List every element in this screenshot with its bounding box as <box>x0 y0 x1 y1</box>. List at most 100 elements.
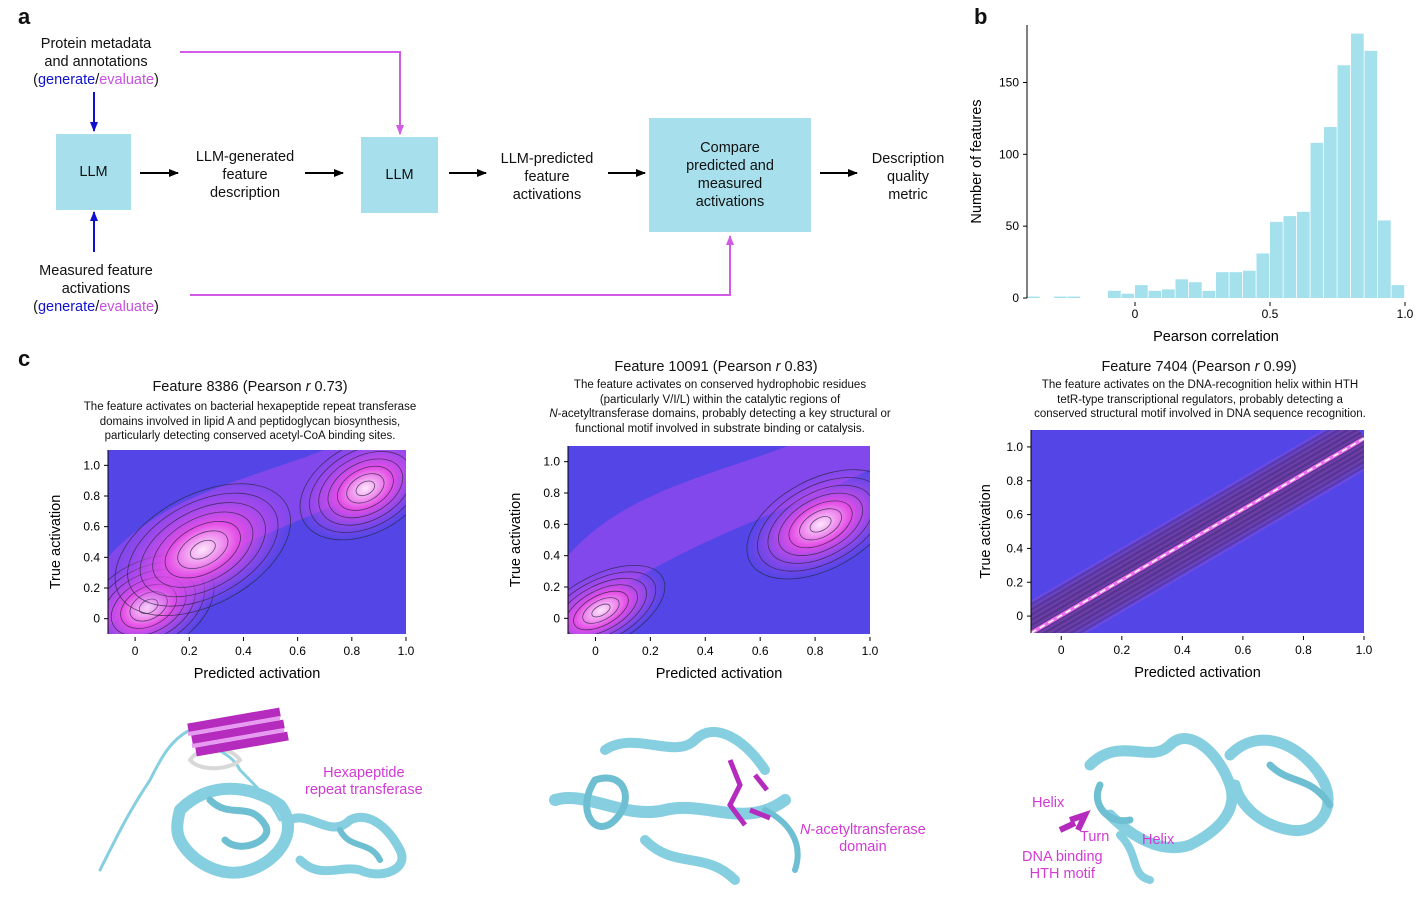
density-contour <box>308 450 406 533</box>
llm-box-1: LLM <box>56 134 131 210</box>
histogram-bar <box>1216 272 1229 298</box>
c1-description: The feature activates on bacterial hexap… <box>83 401 417 442</box>
histogram-bar <box>1175 279 1189 298</box>
density-contour <box>756 477 870 572</box>
density-contour <box>114 483 291 617</box>
histogram-bar <box>1108 290 1121 298</box>
density-contour <box>568 584 638 634</box>
density-contour <box>582 597 620 624</box>
x-axis-label: Predicted activation <box>656 666 783 682</box>
x-tick-label: 0.6 <box>289 644 306 658</box>
density-points <box>1031 437 1364 633</box>
histogram-bar <box>1337 65 1351 298</box>
y-tick-label: 0.2 <box>1006 575 1023 589</box>
y-tick-label: 0.6 <box>543 517 560 531</box>
histogram-bar <box>1202 290 1216 298</box>
c3-title: Feature 7404 (Pearson r 0.99) <box>1101 359 1297 375</box>
c2-description: The feature activates on conserved hydro… <box>549 379 891 435</box>
density-contour <box>346 473 385 504</box>
x-tick-label: 1.0 <box>1356 643 1373 657</box>
density-contour <box>177 530 229 569</box>
llm-box-2: LLM <box>361 137 438 213</box>
y-tick-label: 0 <box>93 612 100 626</box>
density-contour <box>591 603 611 618</box>
y-tick-label: 0 <box>1012 291 1019 305</box>
density-contour <box>139 502 266 598</box>
x-tick-label: 0 <box>132 644 139 658</box>
histogram-bar <box>1067 296 1081 298</box>
x-tick-label: 0.8 <box>807 644 824 658</box>
x-tick-label: 1.0 <box>862 644 879 658</box>
x-tick-label: 0.6 <box>752 644 769 658</box>
c3-description: The feature activates on the DNA-recogni… <box>1034 379 1366 420</box>
s2-annotation: N-acetyltransferase domain <box>800 822 926 855</box>
panel-label-a: a <box>18 4 31 29</box>
density-contour <box>778 492 864 556</box>
y-tick-label: 0 <box>553 611 560 625</box>
structure-hexapeptide <box>98 707 407 879</box>
y-tick-label: 0.6 <box>83 520 100 534</box>
s3-helix-label-1: Helix <box>1032 795 1065 811</box>
s3-turn-label: Turn <box>1080 829 1110 845</box>
density-contour <box>127 492 279 607</box>
y-tick-label: 0.2 <box>83 581 100 595</box>
c2-title: Feature 10091 (Pearson r 0.83) <box>614 359 818 375</box>
metadata-label: Protein metadata and annotations (genera… <box>33 36 159 88</box>
x-tick-label: 1.0 <box>398 644 415 658</box>
c1-density-plot: 0 0.2 0.4 0.6 0.8 1.0 0 0.2 0.4 0.6 0.8 1.0 Predicte… <box>48 450 415 682</box>
histogram-bar <box>1310 142 1324 298</box>
histogram-bar <box>1162 289 1175 298</box>
compare-box: Compare predicted and measured activatio… <box>649 118 811 232</box>
y-tick-label: 0.2 <box>543 580 560 594</box>
histogram-bar <box>1378 220 1391 298</box>
density-contour <box>568 571 657 634</box>
flow-arrows <box>90 51 858 296</box>
c2-density-plot: 0 0.2 0.4 0.6 0.8 1.0 0 0.2 0.4 0.6 0.8 1.0 Predicte… <box>508 446 879 682</box>
histogram-bar <box>1054 296 1067 298</box>
histogram-bar <box>1256 253 1270 298</box>
density-contour <box>299 450 406 541</box>
y-axis-label: True activation <box>978 484 994 579</box>
histogram-bar <box>1148 290 1162 298</box>
y-tick-label: 0 <box>1016 609 1023 623</box>
histogram-bar <box>1324 127 1337 298</box>
y-axis-label: Number of features <box>969 99 985 223</box>
density-contour <box>799 508 843 541</box>
histogram-bar <box>1189 282 1202 298</box>
x-tick-label: 0.5 <box>1262 307 1279 321</box>
density-contour <box>327 458 404 519</box>
s1-annotation: Hexapeptide repeat transferase <box>305 765 423 798</box>
x-axis-label: Predicted activation <box>1134 665 1261 681</box>
generated-description-label: LLM-generated feature description <box>195 149 295 201</box>
y-tick-label: 100 <box>999 147 1019 161</box>
panel-label-c: c <box>18 346 31 371</box>
density-peak <box>300 450 406 540</box>
quality-metric-label: Description quality metric <box>871 151 945 203</box>
density-peak <box>746 469 870 580</box>
density-contour <box>746 469 870 580</box>
y-tick-label: 0.8 <box>1006 474 1023 488</box>
histogram-bar <box>1135 285 1148 298</box>
y-tick-label: 0.8 <box>543 486 560 500</box>
density-contour <box>568 564 666 634</box>
y-tick-label: 50 <box>1006 219 1020 233</box>
x-tick-label: 0.4 <box>1174 643 1191 657</box>
y-tick-label: 0.4 <box>83 550 100 564</box>
x-tick-label: 1.0 <box>1397 307 1414 321</box>
histogram-bar <box>1283 216 1297 298</box>
x-axis-label: Predicted activation <box>194 666 321 682</box>
x-tick-label: 0 <box>1132 307 1139 321</box>
c3-density-plot: 0 0.2 0.4 0.6 0.8 1.0 0 0.2 0.4 0.6 0.8 1.0 Predicte… <box>978 430 1373 681</box>
structure-acetyltransferase <box>549 726 801 885</box>
histogram-chart: 0 50 100 150 0 0.5 1.0 Pearson correlation Numbe… <box>969 25 1414 345</box>
y-tick-label: 1.0 <box>83 458 100 472</box>
density-contour <box>152 511 254 588</box>
histogram-bar <box>1391 285 1405 298</box>
x-tick-label: 0 <box>592 644 599 658</box>
histogram-bar <box>1270 221 1283 298</box>
histogram-bar <box>1351 33 1364 298</box>
x-tick-label: 0.8 <box>343 644 360 658</box>
histogram-bar <box>1121 293 1135 298</box>
histogram-bar <box>1243 270 1256 298</box>
y-tick-label: 0.6 <box>1006 508 1023 522</box>
